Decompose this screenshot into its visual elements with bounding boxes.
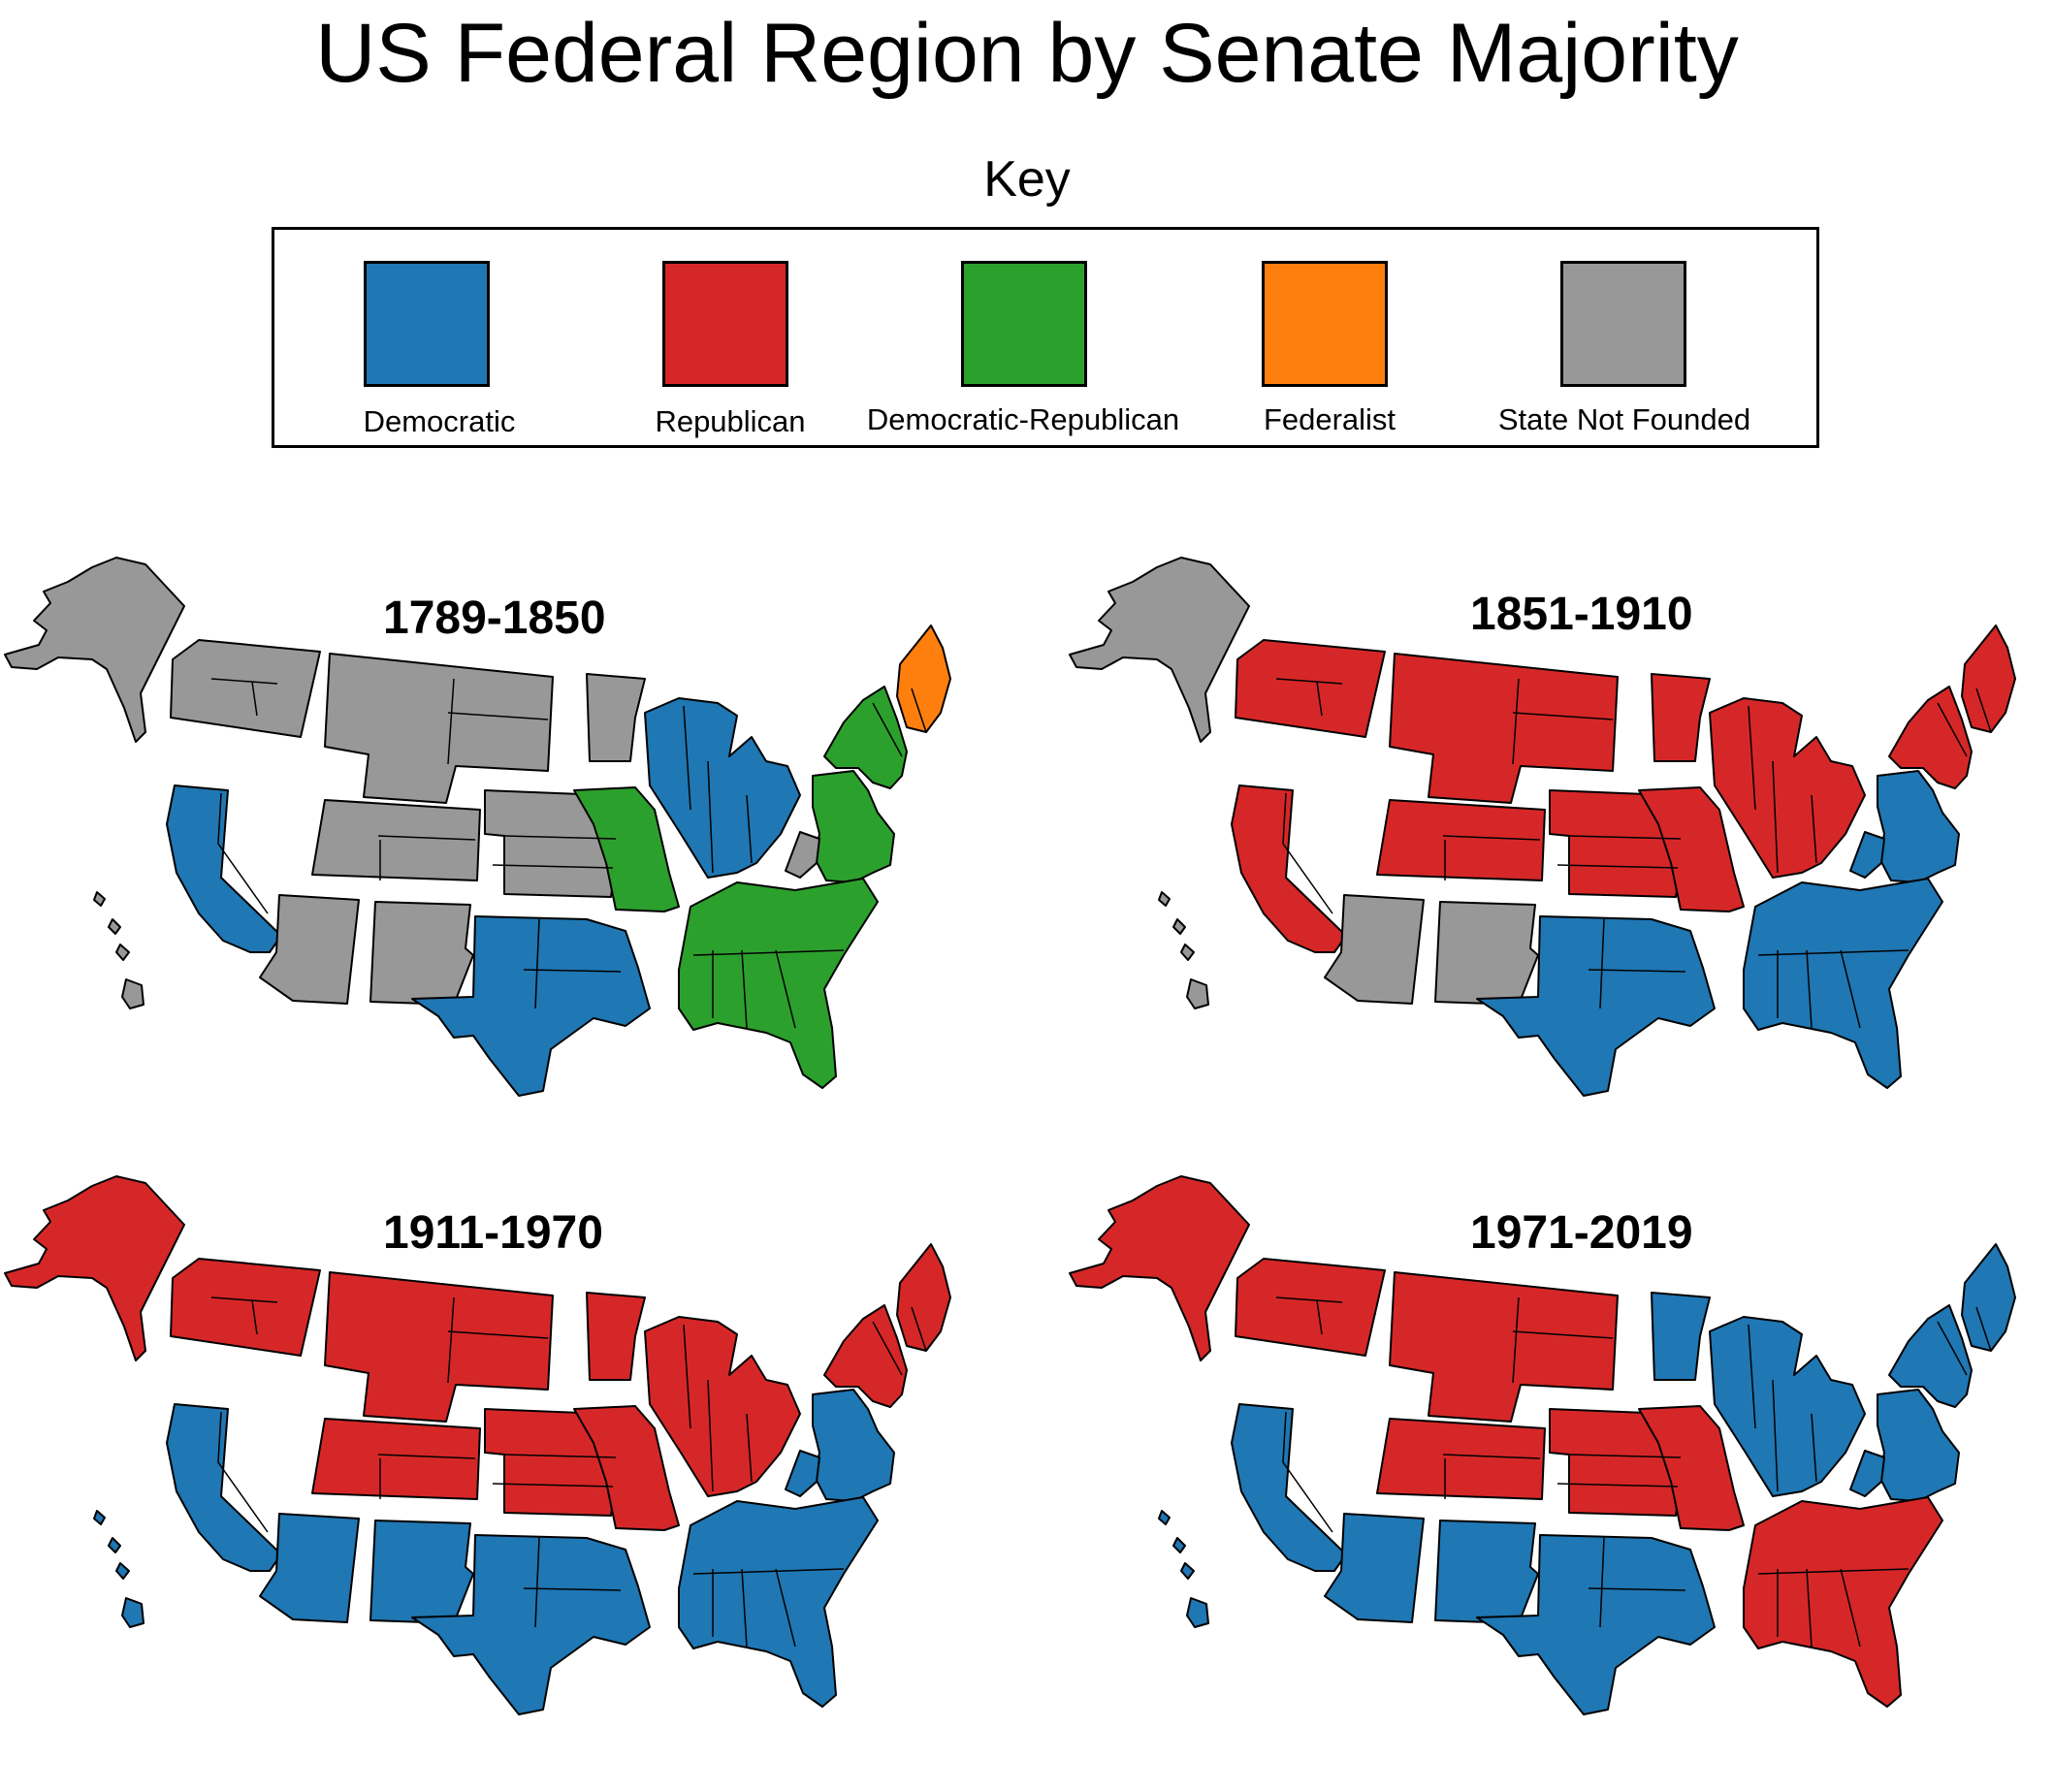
region-new-england [896,1243,951,1352]
map-panel-1851-1910: 1851-1910 [1065,553,2054,1173]
region-hawaii [1158,1510,1209,1628]
region-alaska [4,557,185,743]
us-region-map [1069,557,2016,1097]
region-pacific [166,1403,282,1572]
legend-label-democratic-republican: Democratic-Republican [866,402,1180,436]
region-mid-mississippi [573,786,680,912]
region-south-central [411,1534,651,1715]
region-southwest [1324,894,1539,1006]
region-mid-atlantic [812,770,895,883]
region-upper-midwest [586,1292,646,1381]
region-mid-mississippi [1638,786,1745,912]
region-new-york [1888,686,1973,789]
map-period-label: 1789-1850 [383,592,606,644]
region-mid-atlantic [1877,770,1960,883]
legend-label-republican: Republican [655,404,806,438]
region-new-york [823,686,908,789]
legend-swatch-democratic [364,261,490,387]
us-region-map [4,1175,951,1715]
region-mountain [311,799,481,881]
page-title: US Federal Region by Senate Majority [315,7,1739,100]
region-southeast [678,878,879,1089]
legend-label-democratic: Democratic [363,404,516,438]
state-borders [210,678,927,1029]
region-northwest [170,639,321,738]
legend-item-state-not-founded: State Not Founded [1483,230,1832,451]
region-northwest [1235,1258,1386,1357]
region-great-lakes [1709,697,1866,879]
region-upper-midwest [1651,1292,1711,1381]
state-borders [1275,1296,1992,1648]
region-mid-atlantic [1877,1389,1960,1502]
us-region-map [1069,1175,2016,1715]
region-mountain [1376,799,1546,881]
region-new-york [1888,1304,1973,1408]
us-region-map [4,557,951,1097]
region-great-lakes [644,697,801,879]
region-southeast [1743,878,1943,1089]
legend-item-federalist: Federalist [1184,230,1533,451]
region-pacific [1231,784,1347,953]
region-northern-plains [1389,653,1619,804]
state-borders [210,1296,927,1648]
legend-heading: Key [983,151,1071,208]
region-northwest [170,1258,321,1357]
region-west-virginia [785,1450,820,1497]
region-southeast [1743,1496,1943,1708]
legend-swatch-state-not-founded [1560,261,1686,387]
region-northwest [1235,639,1386,738]
region-hawaii [1158,891,1209,1009]
map-period-label: 1971-2019 [1470,1207,1693,1259]
region-mid-atlantic [812,1389,895,1502]
region-hawaii [93,891,144,1009]
region-south-central [411,915,651,1097]
region-upper-midwest [586,673,646,762]
region-south-central [1476,915,1716,1097]
region-west-virginia [1849,1450,1885,1497]
region-alaska [4,1175,185,1361]
region-southwest [1324,1513,1539,1624]
region-southeast [678,1496,879,1708]
region-pacific [166,784,282,953]
map-panel-1911-1970: 1911-1970 [0,1171,1028,1792]
map-panel-1789-1850: 1789-1850 [0,553,1028,1173]
region-new-england [1961,624,2016,733]
region-northern-plains [324,1271,554,1423]
region-northern-plains [324,653,554,804]
legend-swatch-federalist [1262,261,1388,387]
region-west-virginia [1849,831,1885,879]
map-panel-1971-2019: 1971-2019 [1065,1171,2054,1792]
region-new-england [1961,1243,2016,1352]
region-great-lakes [644,1316,801,1497]
legend-box: Democratic Republican Democratic-Republi… [272,227,1819,448]
region-new-england [896,624,951,733]
region-upper-midwest [1651,673,1711,762]
region-new-york [823,1304,908,1408]
legend-item-democratic-republican: Democratic-Republican [867,230,1233,451]
region-alaska [1069,1175,1250,1361]
region-mid-mississippi [1638,1405,1745,1531]
region-mountain [1376,1418,1546,1500]
legend-item-democratic: Democratic [286,230,635,451]
region-pacific [1231,1403,1347,1572]
region-mid-mississippi [573,1405,680,1531]
state-borders [1275,678,1992,1029]
region-southwest [259,1513,474,1624]
region-northern-plains [1389,1271,1619,1423]
legend-label-federalist: Federalist [1263,402,1396,436]
region-hawaii [93,1510,144,1628]
region-west-virginia [785,831,820,879]
region-south-central [1476,1534,1716,1715]
legend-swatch-republican [662,261,788,387]
legend-swatch-democratic-republican [961,261,1087,387]
legend-label-state-not-founded: State Not Founded [1497,402,1751,436]
region-mountain [311,1418,481,1500]
region-alaska [1069,557,1250,743]
region-great-lakes [1709,1316,1866,1497]
map-period-label: 1911-1970 [383,1207,603,1259]
region-southwest [259,894,474,1006]
map-period-label: 1851-1910 [1470,589,1693,640]
legend-item-republican: Republican [585,230,934,451]
